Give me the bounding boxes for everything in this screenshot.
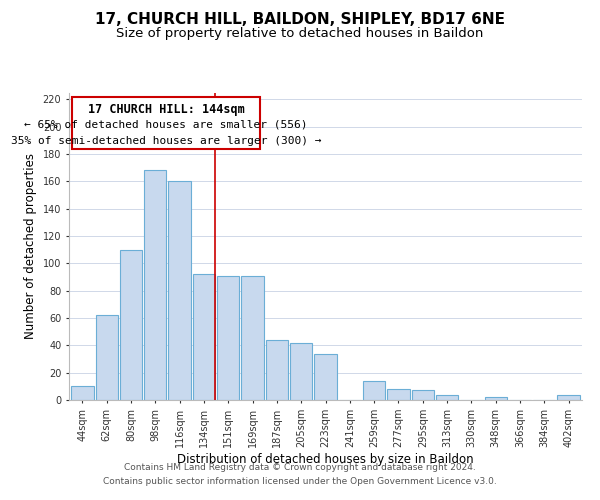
Bar <box>266 340 288 400</box>
Bar <box>71 386 94 400</box>
Text: Contains public sector information licensed under the Open Government Licence v3: Contains public sector information licen… <box>103 477 497 486</box>
Text: 17, CHURCH HILL, BAILDON, SHIPLEY, BD17 6NE: 17, CHURCH HILL, BAILDON, SHIPLEY, BD17 … <box>95 12 505 28</box>
Bar <box>387 389 410 400</box>
Text: 17 CHURCH HILL: 144sqm: 17 CHURCH HILL: 144sqm <box>88 104 244 117</box>
Bar <box>241 276 264 400</box>
Bar <box>193 274 215 400</box>
Bar <box>485 398 507 400</box>
X-axis label: Distribution of detached houses by size in Baildon: Distribution of detached houses by size … <box>177 452 474 466</box>
Bar <box>144 170 166 400</box>
Bar <box>363 381 385 400</box>
Bar <box>290 342 313 400</box>
FancyBboxPatch shape <box>72 96 260 148</box>
Text: 35% of semi-detached houses are larger (300) →: 35% of semi-detached houses are larger (… <box>11 136 321 146</box>
Bar <box>120 250 142 400</box>
Bar <box>95 316 118 400</box>
Bar <box>412 390 434 400</box>
Bar <box>314 354 337 400</box>
Bar <box>217 276 239 400</box>
Text: ← 65% of detached houses are smaller (556): ← 65% of detached houses are smaller (55… <box>24 120 308 130</box>
Bar <box>169 182 191 400</box>
Text: Contains HM Land Registry data © Crown copyright and database right 2024.: Contains HM Land Registry data © Crown c… <box>124 464 476 472</box>
Y-axis label: Number of detached properties: Number of detached properties <box>24 153 37 339</box>
Text: Size of property relative to detached houses in Baildon: Size of property relative to detached ho… <box>116 28 484 40</box>
Bar <box>557 394 580 400</box>
Bar <box>436 394 458 400</box>
